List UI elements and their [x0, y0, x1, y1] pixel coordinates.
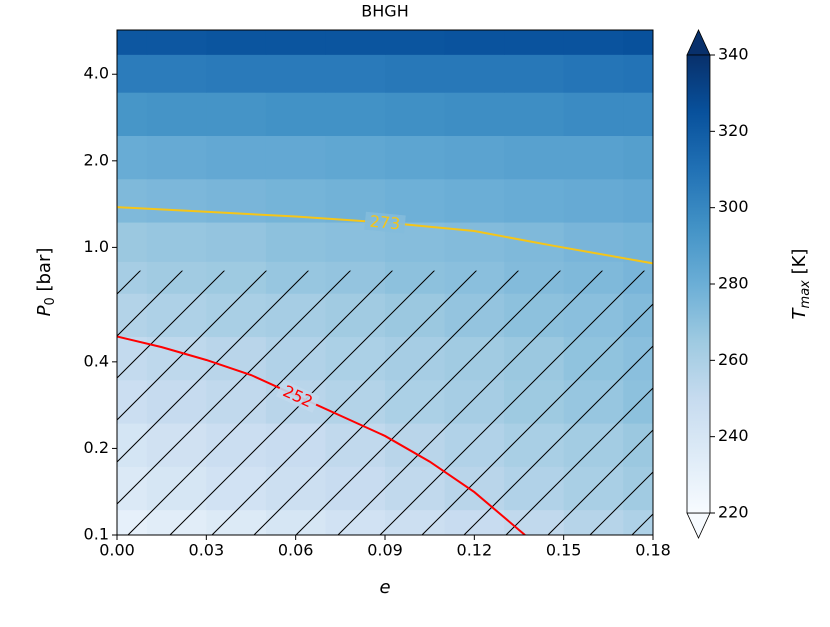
y-tick-label: 1.0	[84, 237, 109, 256]
field-cell	[146, 135, 207, 180]
field-cell	[444, 178, 505, 223]
x-tick-label: 0.03	[189, 541, 225, 560]
field-cell	[265, 222, 326, 262]
field-cell	[117, 54, 148, 93]
x-tick-label: 0.06	[278, 541, 314, 560]
field-cell	[385, 30, 446, 55]
contour-label-group: 273	[364, 211, 406, 234]
field-cell	[146, 92, 207, 136]
field-cell	[623, 30, 653, 55]
colorbar-extend-max	[686, 29, 711, 56]
x-tick-label: 0.09	[367, 541, 403, 560]
field-cell	[563, 54, 624, 93]
y-label-sub: 0	[43, 297, 58, 305]
field-cell	[146, 30, 207, 55]
colorbar-tick-label: 300	[718, 197, 749, 216]
y-tick-label: 0.4	[84, 351, 109, 370]
field-cell	[385, 92, 446, 136]
y-tick-label: 0.2	[84, 438, 109, 457]
y-axis-label: P0 [bar]	[34, 248, 58, 317]
field-cell	[444, 30, 505, 55]
c-label-sub: max	[798, 280, 813, 309]
field-cell	[504, 54, 565, 93]
field-cell	[117, 135, 148, 180]
field-cell	[563, 92, 624, 136]
field-cell	[563, 178, 624, 223]
contour-label-bg	[364, 211, 406, 234]
field-cell	[444, 92, 505, 136]
field-cell	[444, 135, 505, 180]
field-cell	[385, 135, 446, 180]
field-cell	[206, 92, 267, 136]
field-cell	[325, 30, 386, 55]
field-cell	[206, 178, 267, 223]
field-cell	[623, 178, 653, 223]
colorbar-tick-label: 220	[718, 503, 749, 522]
field-cell	[325, 135, 386, 180]
y-tick-label: 2.0	[84, 150, 109, 169]
x-tick-label: 0.12	[457, 541, 493, 560]
field-cell	[146, 178, 207, 223]
field	[117, 30, 653, 535]
colorbar-tick-label: 240	[718, 426, 749, 445]
field-cell	[623, 222, 653, 262]
y-tick-label: 4.0	[84, 64, 109, 83]
field-cell	[563, 30, 624, 55]
x-axis-label: e	[379, 577, 390, 598]
field-cell	[265, 30, 326, 55]
c-label-main: T	[789, 306, 810, 319]
field-cell	[504, 178, 565, 223]
colorbar-tick-label: 320	[718, 121, 749, 140]
field-cell	[265, 135, 326, 180]
field-cell	[504, 135, 565, 180]
colorbar-tick-label: 340	[718, 45, 749, 64]
colorbar	[686, 54, 711, 514]
field-cell	[146, 222, 207, 262]
colorbar-tick-label: 280	[718, 274, 749, 293]
contour-label-bg	[275, 379, 320, 413]
hatch-region	[117, 270, 653, 535]
field-cell	[117, 178, 148, 223]
x-tick-label: 0.15	[546, 541, 582, 560]
field-cell	[265, 92, 326, 136]
field-cell	[117, 30, 148, 55]
contour-label: 273	[369, 212, 401, 234]
field-cell	[325, 54, 386, 93]
field-cell	[385, 54, 446, 93]
colorbar-tick-label: 260	[718, 350, 749, 369]
field-cell	[504, 92, 565, 136]
x-tick-label: 0.18	[635, 541, 671, 560]
field-cell	[117, 222, 148, 262]
field-cell	[206, 222, 267, 262]
field-cell	[206, 54, 267, 93]
y-label-main: P	[34, 305, 55, 316]
field-cell	[146, 54, 207, 93]
field-cell	[623, 92, 653, 136]
field-cell	[623, 135, 653, 180]
field-cell	[325, 92, 386, 136]
field-cell	[206, 135, 267, 180]
colorbar-extend-min	[686, 512, 711, 539]
y-tick-label: 0.1	[84, 525, 109, 544]
c-label-rest: [K]	[789, 249, 810, 281]
contour-line	[117, 335, 526, 535]
colorbar-label: Tmax [K]	[789, 249, 813, 320]
field-cell	[117, 92, 148, 136]
field-cell	[504, 30, 565, 55]
field-cell	[623, 54, 653, 93]
field-cell	[265, 54, 326, 93]
chart-title: BHGH	[361, 2, 408, 21]
field-cell	[563, 222, 624, 262]
field-cell	[206, 30, 267, 55]
field-cell	[563, 135, 624, 180]
field-cell	[444, 222, 505, 262]
x-tick-label: 0.00	[99, 541, 135, 560]
y-label-rest: [bar]	[34, 248, 55, 298]
field-cell	[444, 54, 505, 93]
